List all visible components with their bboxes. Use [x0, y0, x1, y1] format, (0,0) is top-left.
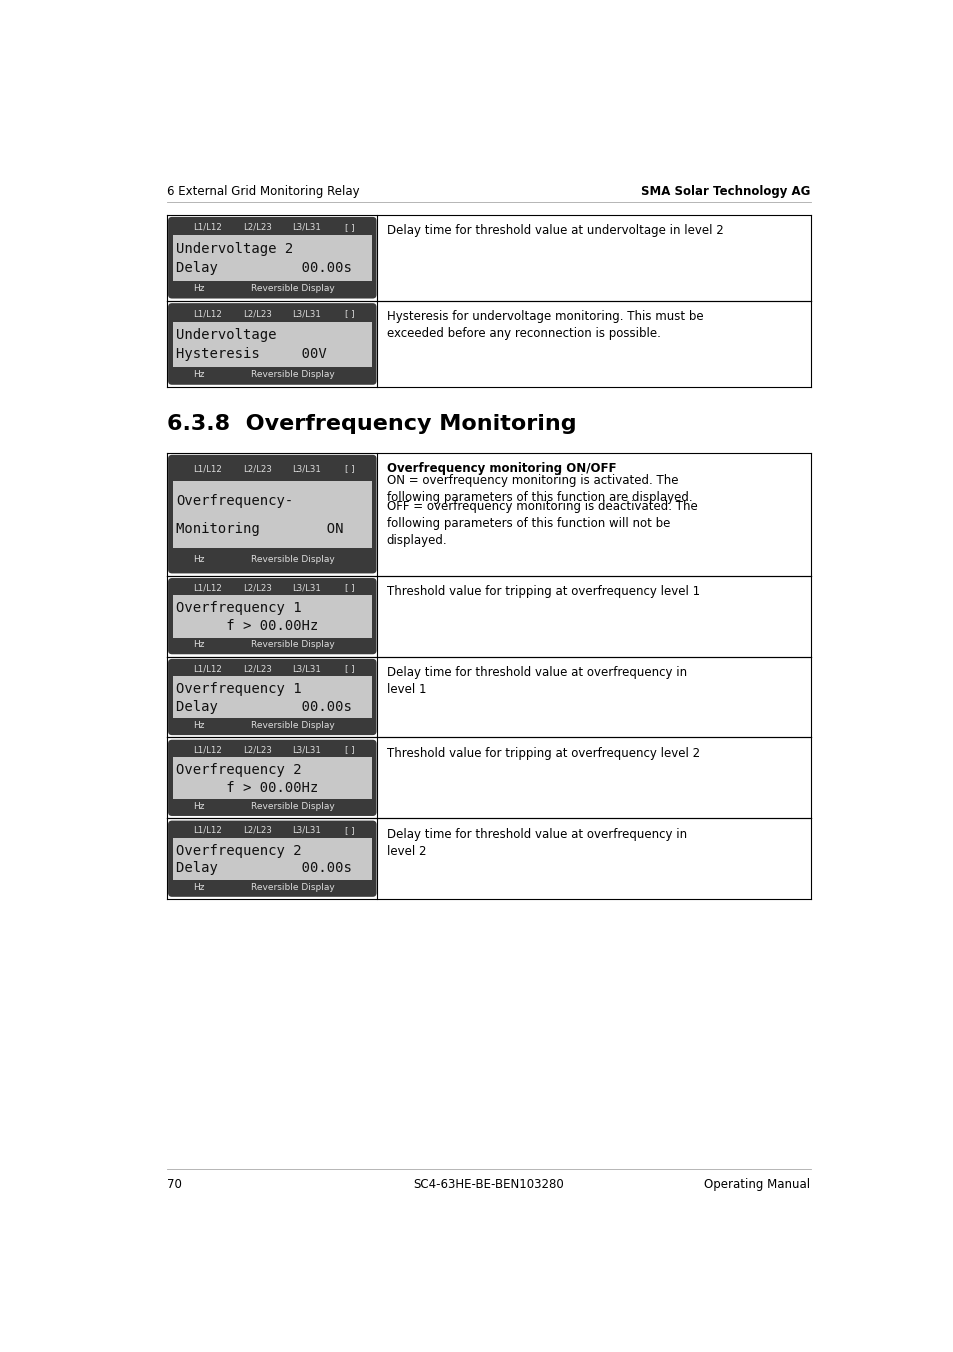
- Text: L3/L31: L3/L31: [293, 310, 321, 318]
- Text: L3/L31: L3/L31: [293, 223, 321, 231]
- Text: SMA Solar Technology AG: SMA Solar Technology AG: [640, 185, 810, 197]
- Text: Hz: Hz: [193, 721, 205, 730]
- Text: 6.3.8  Overfrequency Monitoring: 6.3.8 Overfrequency Monitoring: [167, 414, 577, 434]
- FancyBboxPatch shape: [168, 303, 376, 385]
- Text: [ ]: [ ]: [345, 223, 355, 231]
- FancyBboxPatch shape: [168, 740, 376, 817]
- Text: Reversible Display: Reversible Display: [251, 721, 335, 730]
- Text: L3/L31: L3/L31: [293, 826, 321, 836]
- Text: Overfrequency monitoring ON/OFF: Overfrequency monitoring ON/OFF: [386, 462, 616, 475]
- Text: L2/L23: L2/L23: [243, 465, 273, 473]
- Text: L2/L23: L2/L23: [243, 223, 273, 231]
- Text: L1/L12: L1/L12: [193, 745, 221, 754]
- Text: SC4-63HE-BE-BEN103280: SC4-63HE-BE-BEN103280: [413, 1179, 564, 1191]
- FancyBboxPatch shape: [168, 216, 376, 299]
- Text: L2/L23: L2/L23: [243, 310, 273, 318]
- Text: Overfrequency 2: Overfrequency 2: [175, 763, 301, 777]
- Text: Overfrequency 2: Overfrequency 2: [175, 844, 301, 857]
- Text: Hz: Hz: [193, 802, 205, 811]
- Text: Reversible Display: Reversible Display: [251, 883, 335, 892]
- Text: L1/L12: L1/L12: [193, 310, 221, 318]
- FancyBboxPatch shape: [168, 579, 376, 654]
- Text: Undervoltage 2: Undervoltage 2: [175, 242, 293, 256]
- Text: Delay time for threshold value at overfrequency in
level 1: Delay time for threshold value at overfr…: [386, 665, 686, 696]
- Text: Hz: Hz: [193, 883, 205, 892]
- Text: L2/L23: L2/L23: [243, 583, 273, 592]
- Text: L1/L12: L1/L12: [193, 223, 221, 231]
- Text: Undervoltage: Undervoltage: [175, 329, 276, 342]
- Bar: [172, 322, 372, 366]
- Text: L3/L31: L3/L31: [293, 465, 321, 473]
- Bar: [172, 481, 372, 549]
- Text: Overfrequency 1: Overfrequency 1: [175, 681, 301, 696]
- FancyBboxPatch shape: [168, 658, 376, 735]
- Text: [ ]: [ ]: [345, 310, 355, 318]
- Text: [ ]: [ ]: [345, 745, 355, 754]
- Text: Delay          00.00s: Delay 00.00s: [175, 699, 352, 714]
- Bar: [172, 595, 372, 638]
- Text: Hz: Hz: [193, 556, 205, 564]
- Text: Delay time for threshold value at undervoltage in level 2: Delay time for threshold value at underv…: [386, 224, 722, 237]
- Bar: [172, 838, 372, 880]
- Text: Overfrequency-: Overfrequency-: [175, 495, 293, 508]
- Text: Threshold value for tripping at overfrequency level 1: Threshold value for tripping at overfreq…: [386, 585, 699, 598]
- Text: Threshold value for tripping at overfrequency level 2: Threshold value for tripping at overfreq…: [386, 746, 699, 760]
- Text: [ ]: [ ]: [345, 465, 355, 473]
- Text: [ ]: [ ]: [345, 664, 355, 673]
- Text: Reversible Display: Reversible Display: [251, 802, 335, 811]
- Text: L1/L12: L1/L12: [193, 664, 221, 673]
- Bar: [172, 676, 372, 718]
- Text: L3/L31: L3/L31: [293, 664, 321, 673]
- Text: Reversible Display: Reversible Display: [251, 370, 335, 380]
- Text: L1/L12: L1/L12: [193, 826, 221, 836]
- Text: Monitoring        ON: Monitoring ON: [175, 522, 343, 537]
- Text: Hz: Hz: [193, 641, 205, 649]
- Text: OFF = overfrequency monitoring is deactivated. The
following parameters of this : OFF = overfrequency monitoring is deacti…: [386, 500, 697, 548]
- Bar: [172, 235, 372, 281]
- Text: Overfrequency 1: Overfrequency 1: [175, 602, 301, 615]
- Text: Hysteresis for undervoltage monitoring. This must be
exceeded before any reconne: Hysteresis for undervoltage monitoring. …: [386, 310, 702, 341]
- FancyBboxPatch shape: [168, 454, 376, 573]
- Text: Reversible Display: Reversible Display: [251, 556, 335, 564]
- Text: Hysteresis     00V: Hysteresis 00V: [175, 347, 326, 361]
- Text: Operating Manual: Operating Manual: [703, 1179, 810, 1191]
- Text: L3/L31: L3/L31: [293, 583, 321, 592]
- Text: L2/L23: L2/L23: [243, 745, 273, 754]
- Bar: [172, 757, 372, 799]
- Text: ON = overfrequency monitoring is activated. The
following parameters of this fun: ON = overfrequency monitoring is activat…: [386, 475, 692, 504]
- Text: f > 00.00Hz: f > 00.00Hz: [175, 780, 318, 795]
- Text: Reversible Display: Reversible Display: [251, 641, 335, 649]
- Text: [ ]: [ ]: [345, 826, 355, 836]
- Text: Hz: Hz: [193, 284, 205, 293]
- Text: Reversible Display: Reversible Display: [251, 284, 335, 293]
- Text: L2/L23: L2/L23: [243, 826, 273, 836]
- Text: L2/L23: L2/L23: [243, 664, 273, 673]
- Text: L1/L12: L1/L12: [193, 583, 221, 592]
- Text: 70: 70: [167, 1179, 182, 1191]
- Text: f > 00.00Hz: f > 00.00Hz: [175, 619, 318, 633]
- Text: Delay time for threshold value at overfrequency in
level 2: Delay time for threshold value at overfr…: [386, 827, 686, 857]
- Text: L3/L31: L3/L31: [293, 745, 321, 754]
- Text: [ ]: [ ]: [345, 583, 355, 592]
- Text: Hz: Hz: [193, 370, 205, 380]
- Text: Delay          00.00s: Delay 00.00s: [175, 861, 352, 875]
- FancyBboxPatch shape: [168, 821, 376, 896]
- Text: Delay          00.00s: Delay 00.00s: [175, 261, 352, 274]
- Text: L1/L12: L1/L12: [193, 465, 221, 473]
- Text: 6 External Grid Monitoring Relay: 6 External Grid Monitoring Relay: [167, 185, 359, 197]
